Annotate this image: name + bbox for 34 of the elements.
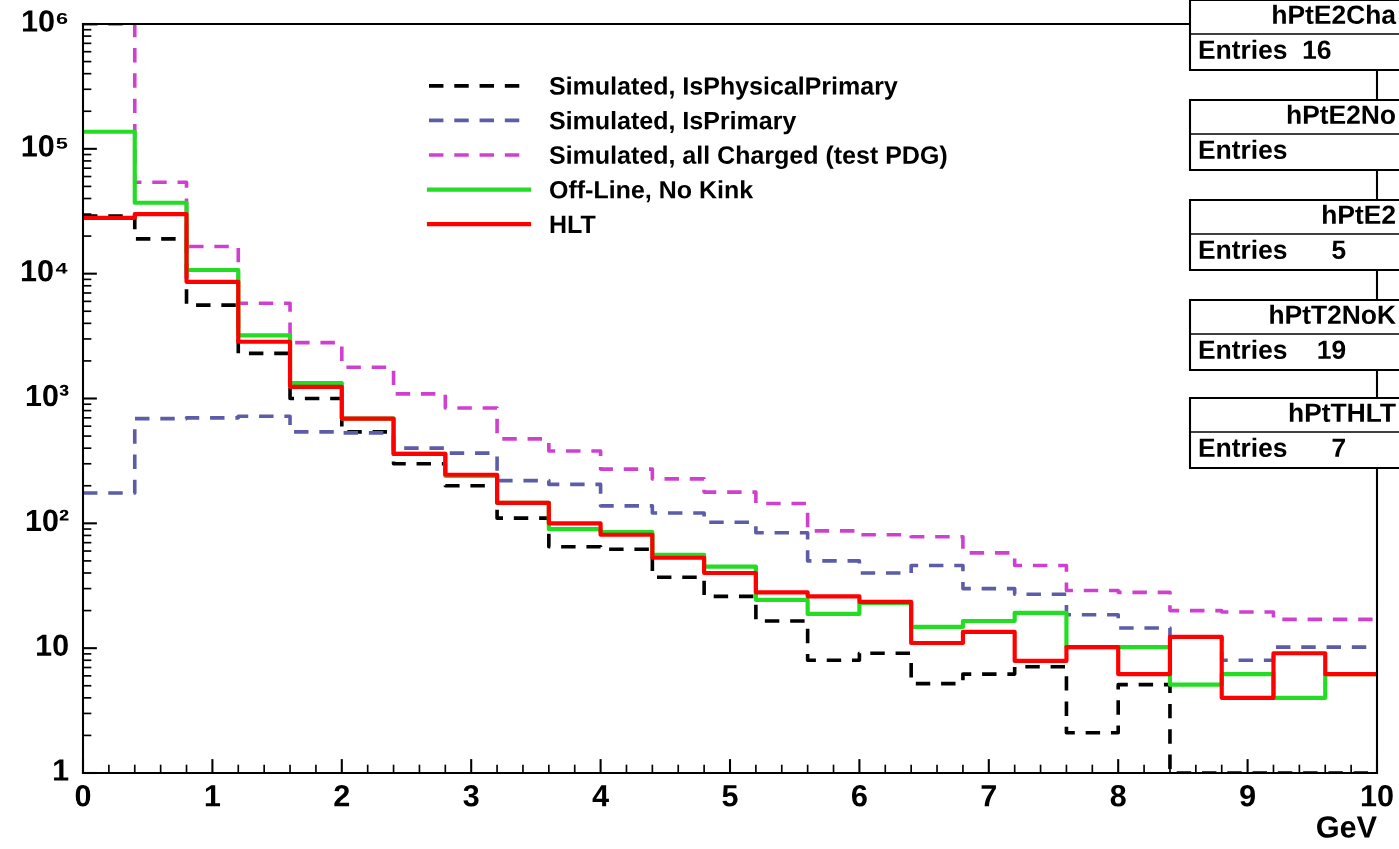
x-axis-title: GeV	[1317, 816, 1377, 838]
annotation: hPtE2No	[1287, 104, 1395, 125]
x-tick-label: 10	[1361, 784, 1393, 807]
annotation: hPtTHLT	[1289, 402, 1396, 423]
annotation: hPtE2	[1323, 204, 1395, 225]
y-tick-label: 10⁴	[21, 259, 68, 282]
x-tick-label: 4	[592, 785, 609, 807]
legend-label: Simulated, IsPrimary	[549, 111, 797, 135]
x-tick-label: 9	[1240, 784, 1255, 807]
legend-label: Off-Line, No Kink	[550, 180, 754, 203]
y-tick-label: 10²	[26, 509, 69, 532]
x-tick-label: 6	[852, 784, 867, 807]
x-tick-label: 7	[981, 785, 996, 807]
annotation: Entries	[1199, 139, 1287, 160]
annotation: Entries 19	[1199, 339, 1346, 360]
x-tick-label: 1	[205, 785, 221, 807]
annotation: Entries 16	[1199, 39, 1331, 60]
y-tick-label: 10⁵	[22, 135, 68, 157]
x-tick-label: 5	[722, 785, 738, 807]
y-tick-label: 1	[54, 759, 69, 781]
x-tick-label: 0	[75, 784, 91, 807]
annotation: Entries 5	[1199, 239, 1346, 260]
x-tick-label: 2	[334, 784, 350, 807]
annotation: Entries 7	[1199, 437, 1345, 458]
x-tick-label: 3	[463, 784, 479, 807]
legend-label: HLT	[550, 215, 596, 233]
legend-label: Simulated, IsPhysicalPrimary	[549, 76, 898, 100]
y-tick-label: 10	[37, 634, 68, 657]
x-tick-label: 8	[1110, 784, 1126, 807]
annotation: hPtE2Cha	[1273, 4, 1397, 25]
annotation: hPtT2NoK	[1270, 304, 1396, 325]
legend-label: Simulated, all Charged (test PDG)	[549, 145, 947, 169]
y-tick-label: 10³	[26, 384, 69, 407]
y-tick-label: 10⁶	[22, 10, 68, 32]
